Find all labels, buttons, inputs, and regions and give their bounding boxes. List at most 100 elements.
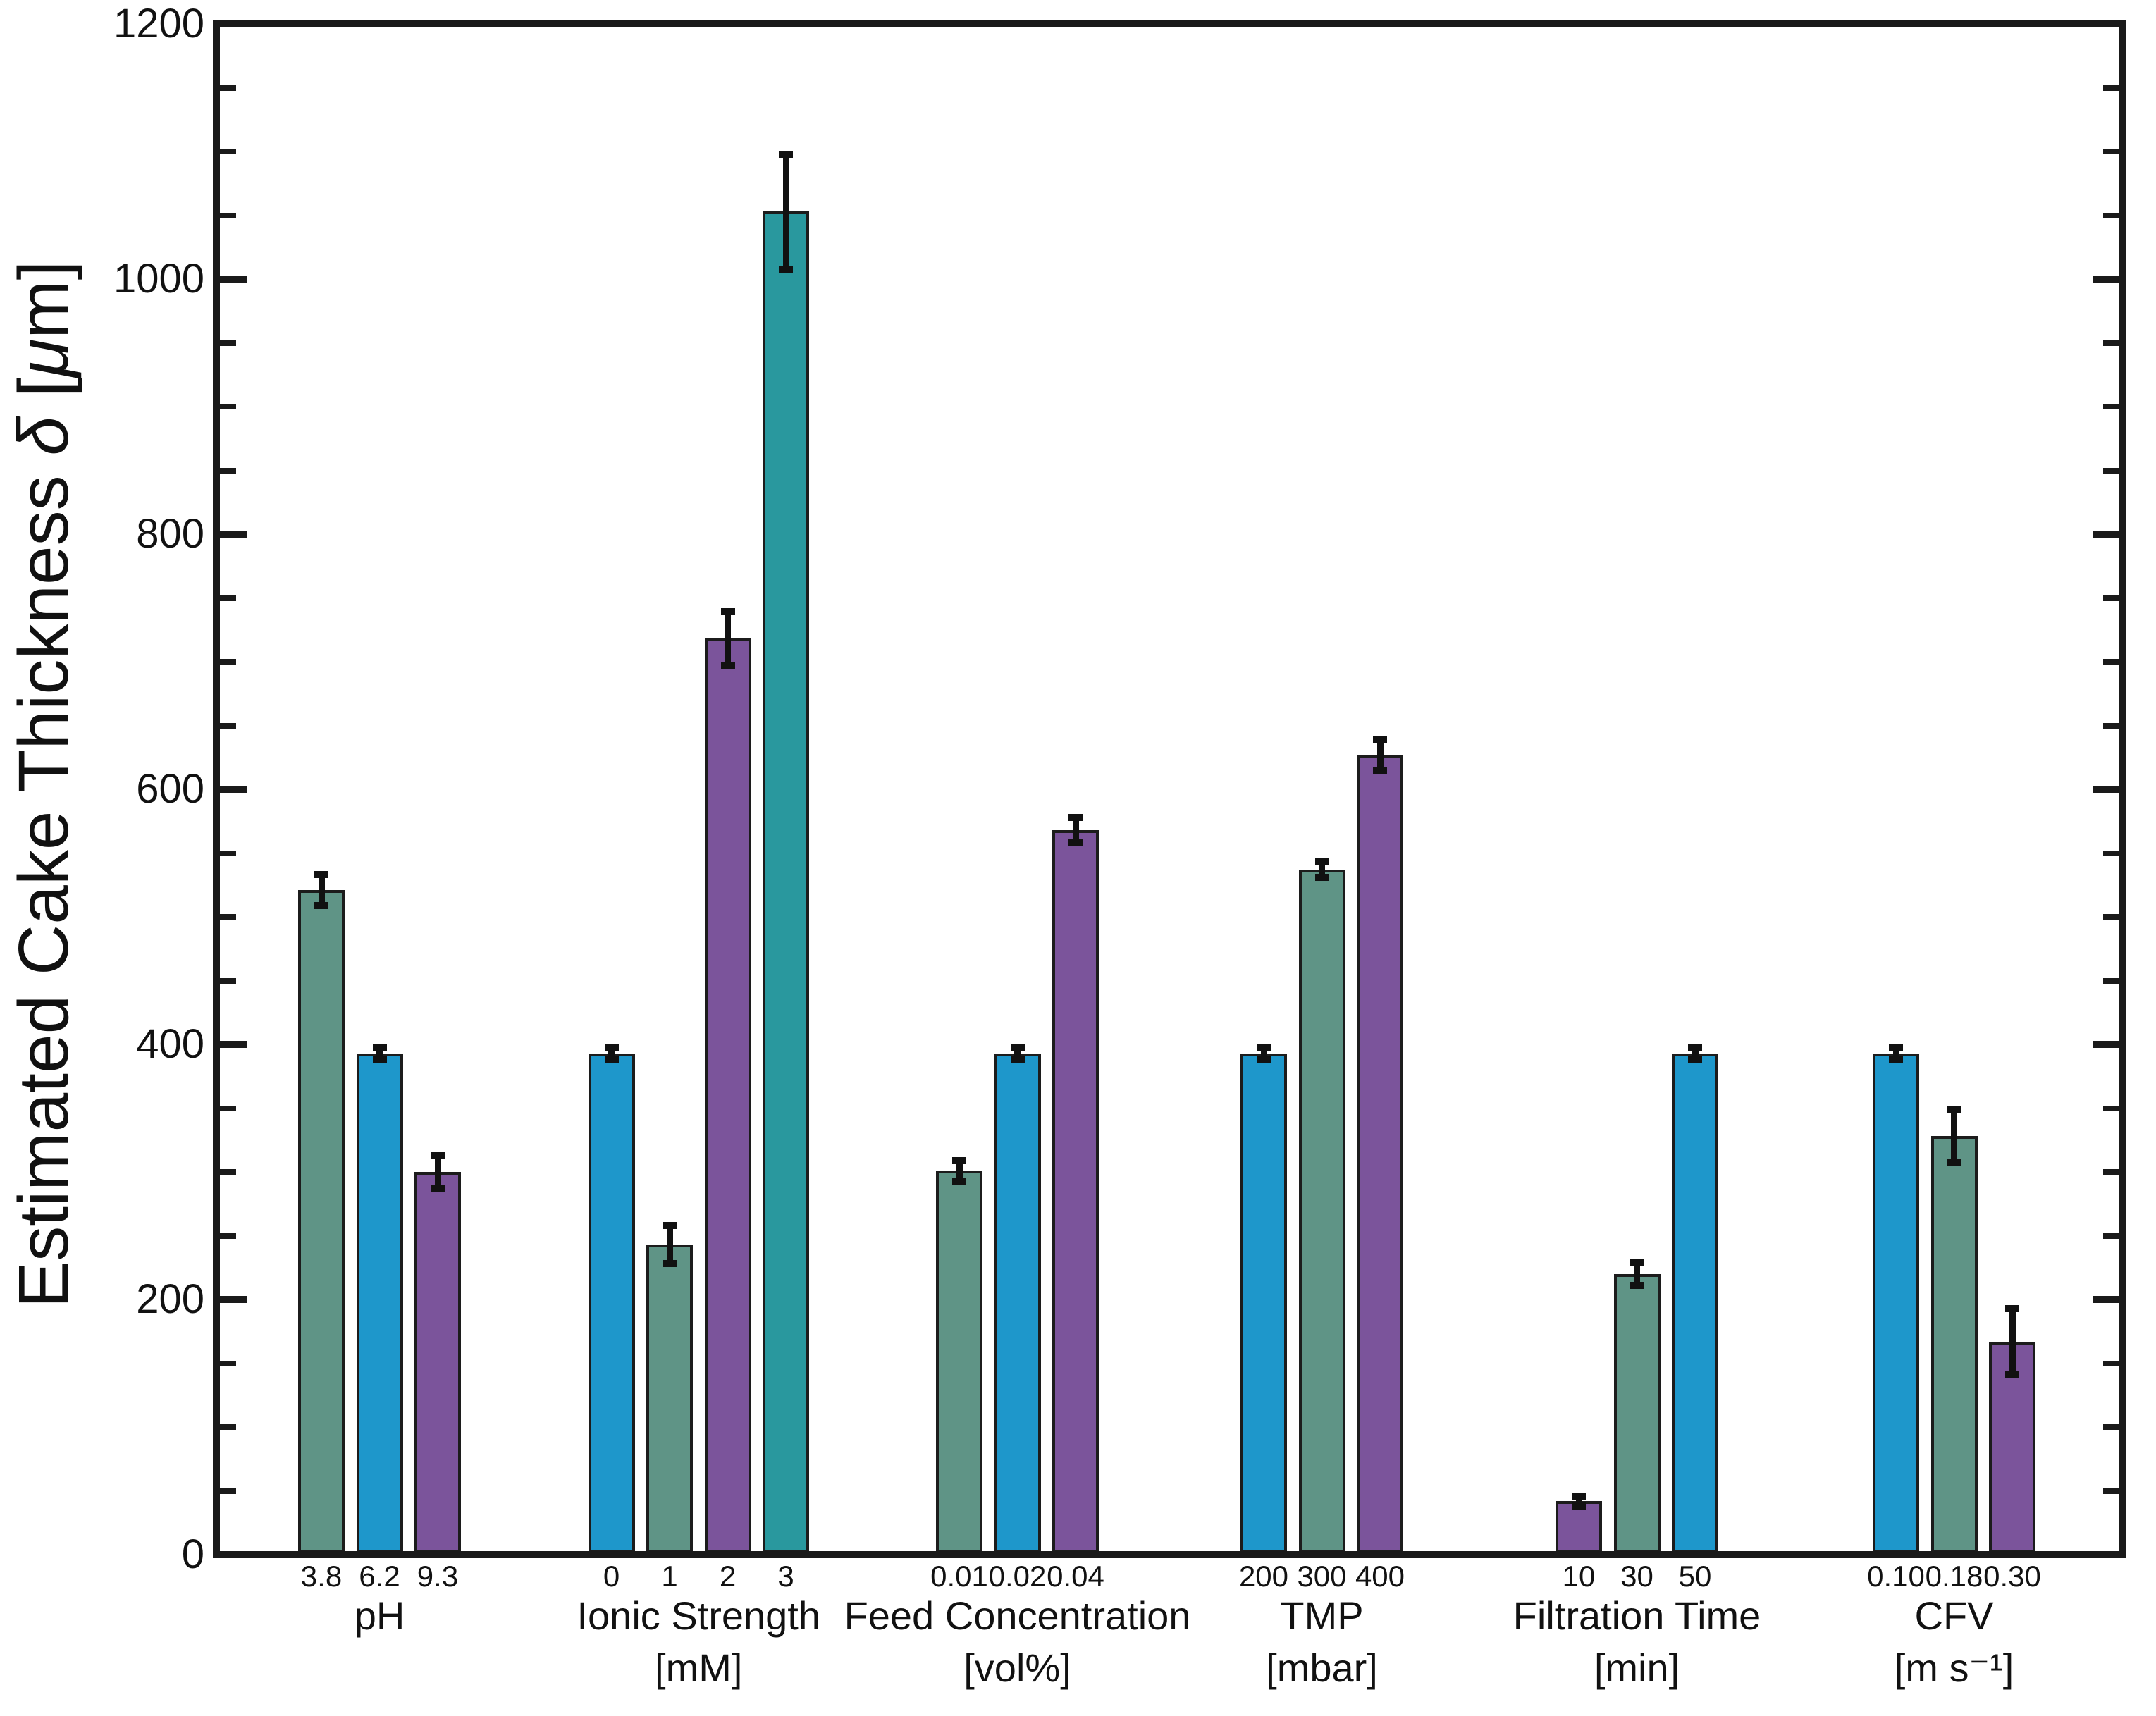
bar-tmp-300 — [1298, 870, 1345, 1553]
error-bar-line — [1692, 1047, 1699, 1060]
bar-cfv-0.10 — [1873, 1053, 1919, 1553]
y-minor-tick-left — [220, 1424, 236, 1430]
y-minor-tick-right — [2103, 149, 2119, 154]
error-bar-cap-top — [1010, 1043, 1025, 1051]
y-minor-tick-right — [2103, 85, 2119, 91]
group-label-unit: [mbar] — [1266, 1646, 1378, 1690]
y-axis-label-symbol: μ — [4, 338, 83, 378]
y-minor-tick-right — [2103, 1360, 2119, 1366]
y-minor-tick-right — [2103, 212, 2119, 218]
error-bar-cap-top — [779, 150, 793, 158]
error-bar-cap-bottom — [663, 1260, 677, 1268]
y-minor-tick-left — [220, 212, 236, 218]
error-bar-cap-bottom — [1314, 873, 1329, 881]
y-tick-label: 1000 — [113, 256, 204, 302]
y-major-tick-right — [2093, 276, 2119, 283]
error-bar-cap-bottom — [1889, 1056, 1903, 1063]
y-minor-tick-left — [220, 850, 236, 856]
bar-feed-concentration-0.02 — [994, 1053, 1041, 1553]
y-axis-label-text: [ — [4, 377, 83, 417]
x-tick-label: 2 — [719, 1560, 737, 1593]
error-bar-cap-bottom — [1688, 1056, 1702, 1063]
y-minor-tick-right — [2103, 659, 2119, 665]
y-minor-tick-left — [220, 1105, 236, 1111]
y-major-tick-right — [2093, 1551, 2119, 1558]
error-bar-cap-top — [952, 1156, 966, 1164]
y-minor-tick-left — [220, 467, 236, 474]
bar-ph-6.2 — [356, 1053, 403, 1553]
bar-ph-9.3 — [414, 1172, 461, 1553]
group-label-name: Ionic Strength — [577, 1593, 821, 1638]
error-bar-cap-bottom — [779, 265, 793, 273]
error-bar-cap-top — [1314, 858, 1329, 866]
y-minor-tick-right — [2103, 340, 2119, 346]
y-minor-tick-right — [2103, 914, 2119, 920]
y-major-tick-left — [220, 1041, 247, 1048]
y-major-tick-left — [220, 1551, 247, 1558]
y-major-tick-left — [220, 786, 247, 793]
y-tick-label: 200 — [136, 1276, 204, 1322]
error-bar-line — [1634, 1262, 1640, 1286]
y-minor-tick-left — [220, 404, 236, 409]
error-bar-cap-top — [314, 871, 328, 879]
x-tick-label: 300 — [1297, 1560, 1347, 1593]
bar-ionic-strength-0 — [588, 1053, 635, 1553]
y-minor-tick-right — [2103, 467, 2119, 474]
error-bar-line — [1575, 1495, 1582, 1507]
group-label-name: Filtration Time — [1513, 1593, 1761, 1638]
group-label-name: Feed Concentration — [844, 1593, 1191, 1638]
y-minor-tick-left — [220, 977, 236, 984]
error-bar-cap-bottom — [604, 1056, 619, 1063]
bar-tmp-400 — [1357, 755, 1403, 1553]
error-bar-cap-top — [431, 1152, 445, 1159]
x-tick-label: 3.8 — [300, 1560, 343, 1593]
error-bar-cap-bottom — [1947, 1159, 1961, 1167]
error-bar-cap-top — [663, 1222, 677, 1230]
error-bar-cap-bottom — [1010, 1056, 1025, 1063]
y-major-tick-left — [220, 276, 247, 283]
error-bar-cap-bottom — [1630, 1282, 1644, 1290]
y-tick-label: 800 — [136, 511, 204, 557]
error-bar-cap-top — [1373, 736, 1387, 743]
error-bar-cap-bottom — [1572, 1502, 1586, 1510]
group-label-name: pH — [354, 1593, 405, 1638]
bar-ionic-strength-2 — [704, 638, 751, 1553]
y-tick-label: 400 — [136, 1021, 204, 1067]
x-tick-label: 400 — [1355, 1560, 1405, 1593]
y-major-tick-right — [2093, 786, 2119, 793]
y-major-tick-right — [2093, 531, 2119, 538]
y-minor-tick-left — [220, 1488, 236, 1494]
y-tick-label: 600 — [136, 766, 204, 812]
error-bar-cap-bottom — [952, 1177, 966, 1185]
y-major-tick-left — [220, 1296, 247, 1303]
y-minor-tick-left — [220, 1360, 236, 1366]
y-minor-tick-right — [2103, 1424, 2119, 1430]
y-minor-tick-left — [220, 149, 236, 154]
error-bar-cap-bottom — [1373, 766, 1387, 774]
error-bar-cap-top — [1572, 1492, 1586, 1500]
y-major-tick-right — [2093, 1296, 2119, 1303]
error-bar-line — [376, 1047, 383, 1060]
error-bar-line — [1376, 739, 1384, 770]
error-bar-line — [1319, 862, 1325, 877]
error-bar-line — [1892, 1047, 1899, 1060]
y-minor-tick-left — [220, 914, 236, 920]
error-bar-line — [1014, 1047, 1021, 1060]
y-minor-tick-right — [2103, 404, 2119, 409]
error-bar-line — [1072, 817, 1079, 843]
y-minor-tick-right — [2103, 722, 2119, 729]
y-major-tick-left — [220, 531, 247, 538]
x-tick-label: 0.01 — [930, 1560, 988, 1593]
bar-cfv-0.18 — [1930, 1136, 1978, 1553]
x-tick-label: 0.04 — [1047, 1560, 1104, 1593]
bar-filtration-time-30 — [1613, 1273, 1661, 1553]
bar-ionic-strength-3 — [763, 211, 809, 1553]
y-minor-tick-right — [2103, 977, 2119, 984]
error-bar-cap-top — [720, 608, 735, 616]
y-minor-tick-right — [2103, 595, 2119, 601]
error-bar-cap-top — [1257, 1043, 1271, 1051]
error-bar-cap-top — [1688, 1043, 1702, 1051]
y-minor-tick-right — [2103, 850, 2119, 856]
y-minor-tick-left — [220, 595, 236, 601]
x-tick-label: 0.18 — [1925, 1560, 1983, 1593]
